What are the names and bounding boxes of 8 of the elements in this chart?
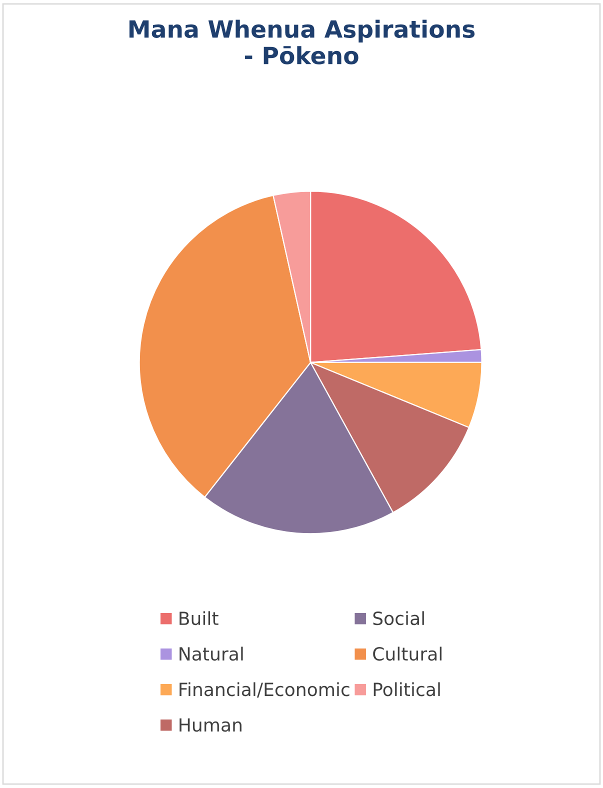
legend-label: Cultural <box>373 646 442 661</box>
legend-label: Natural <box>180 646 243 661</box>
legend-label: Human <box>180 718 242 732</box>
legend-label: Financial/Economic <box>180 682 350 698</box>
legend-label: Built <box>180 611 218 626</box>
legend-label: Social <box>373 611 424 626</box>
chart-title: Mana Whenua Aspirations - Pōkeno <box>129 20 475 64</box>
legend-label: Political <box>374 682 440 696</box>
